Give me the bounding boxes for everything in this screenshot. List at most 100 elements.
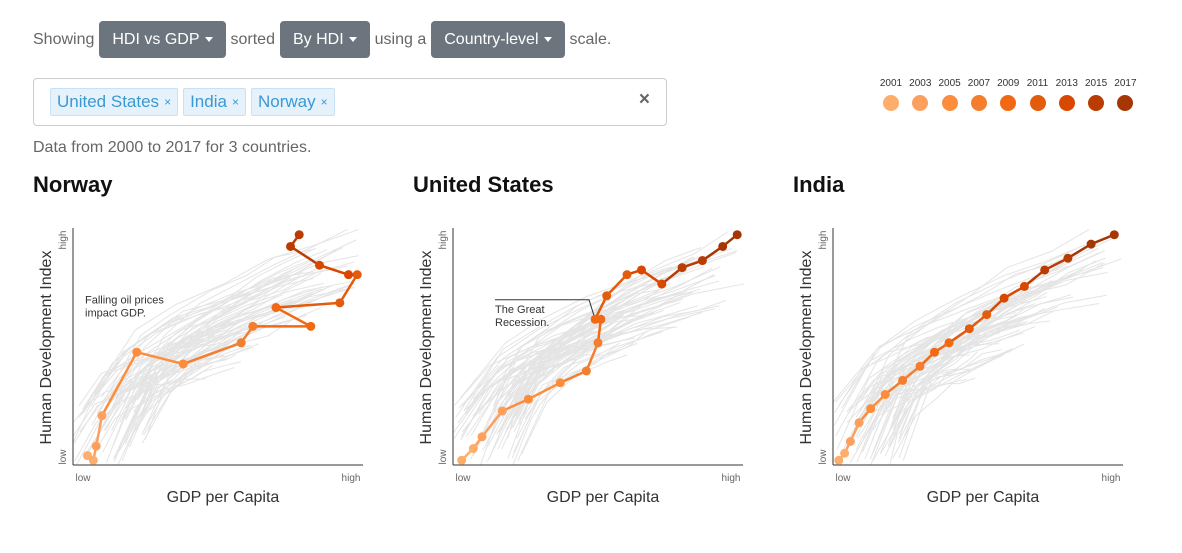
background-trajectory-line <box>494 266 673 404</box>
data-point <box>315 260 324 270</box>
data-point <box>898 375 908 385</box>
data-point <box>622 270 632 280</box>
y-tick-label-high: high <box>818 231 829 250</box>
trajectory-segment <box>289 245 321 267</box>
country-panel-india: India low high low high GDP per Capita Human … <box>793 170 1133 510</box>
country-tag: India × <box>183 88 246 116</box>
background-trajectory-line <box>516 342 621 439</box>
data-point <box>999 293 1009 303</box>
y-axis-label: Human Development Index <box>798 251 815 445</box>
background-trajectory-line <box>869 247 1099 460</box>
trajectory-segment <box>527 381 561 401</box>
background-trajectory-line <box>74 358 229 462</box>
background-trajectory-line <box>101 255 359 398</box>
sort-dropdown[interactable]: By HDI <box>279 21 370 58</box>
data-point <box>593 338 603 348</box>
background-trajectory-line <box>141 327 257 435</box>
data-point <box>840 448 850 458</box>
background-trajectory-line <box>124 229 348 409</box>
data-point <box>657 279 667 289</box>
legend-color-dot <box>970 95 987 111</box>
legend-year-label: 2005 <box>938 78 961 89</box>
y-axis-label: Human Development Index <box>418 251 435 445</box>
legend-color-dot <box>1088 95 1105 111</box>
trajectory-segment <box>94 415 104 447</box>
data-point <box>964 324 974 334</box>
background-trajectory-line <box>835 248 1076 437</box>
background-trajectory-line <box>465 283 745 437</box>
data-point <box>97 411 107 421</box>
data-point <box>880 390 890 399</box>
country-filter-input[interactable]: United States × India × Norway × × <box>33 78 667 126</box>
data-point <box>178 359 188 369</box>
background-trajectory-line <box>109 258 313 403</box>
using-label: using a <box>374 30 427 48</box>
background-trajectory-line <box>461 312 703 407</box>
data-point <box>555 378 565 388</box>
background-trajectory-line <box>482 289 660 451</box>
scale-dropdown[interactable]: Country-level <box>431 21 565 58</box>
background-trajectory-line <box>507 341 596 438</box>
annotation-text: The Great <box>495 304 545 316</box>
legend-year-label: 2003 <box>909 78 932 89</box>
data-point <box>1063 253 1073 263</box>
background-trajectory-line <box>103 248 315 403</box>
data-point <box>271 303 281 313</box>
data-point <box>497 406 507 416</box>
scale-dropdown-label: Country-level <box>444 30 539 48</box>
x-tick-label-high: high <box>1102 473 1121 484</box>
remove-tag-icon[interactable]: × <box>320 95 328 109</box>
legend-year-label: 2011 <box>1026 78 1049 89</box>
data-point <box>468 444 478 454</box>
legend-color-dot <box>1058 95 1075 111</box>
trajectory-segment <box>182 341 242 366</box>
background-trajectory-line <box>134 287 327 431</box>
background-trajectory-line <box>91 299 293 449</box>
data-point <box>306 321 316 331</box>
background-trajectory-line <box>488 346 597 430</box>
y-axis-label: Human Development Index <box>38 251 55 445</box>
x-tick-label-high: high <box>722 473 741 484</box>
background-trajectory-line <box>135 239 357 431</box>
clear-all-icon[interactable]: × <box>638 89 650 110</box>
remove-tag-icon[interactable]: × <box>164 95 172 109</box>
background-trajectory-line <box>892 348 1016 459</box>
metric-dropdown[interactable]: HDI vs GDP <box>99 21 226 58</box>
legend-item: 2017 <box>1110 78 1140 111</box>
panel-title: Norway <box>33 172 113 197</box>
remove-tag-icon[interactable]: × <box>231 95 239 109</box>
y-tick-label-low: low <box>818 449 829 465</box>
background-trajectory-line <box>90 229 359 399</box>
data-point <box>248 321 258 331</box>
background-trajectory-line <box>517 267 713 462</box>
trajectory-segment <box>559 369 587 384</box>
trajectory-segment <box>501 398 529 413</box>
background-trajectory-line <box>899 351 978 435</box>
panel-title: United States <box>413 172 554 197</box>
background-trajectory-line <box>125 346 228 420</box>
data-point <box>1109 230 1119 240</box>
data-point <box>834 455 844 465</box>
x-tick-label-high: high <box>342 473 361 484</box>
data-point <box>91 441 101 451</box>
caret-down-icon <box>348 37 357 42</box>
scatter-chart-united-states: low high low high GDP per Capita Human Develo… <box>418 228 745 506</box>
background-trajectory-line <box>889 348 965 465</box>
scale-label: scale. <box>569 30 612 48</box>
data-point <box>286 241 295 251</box>
background-trajectory-line <box>486 290 688 448</box>
data-point <box>866 404 876 414</box>
background-trajectory-line <box>513 314 647 433</box>
background-trajectory-line <box>855 320 1009 418</box>
legend-color-dot <box>912 95 929 111</box>
background-trajectory-line <box>876 249 1082 400</box>
scatter-chart-norway: low high low high GDP per Capita Human Develo… <box>38 228 363 506</box>
background-trajectory-line <box>460 308 635 441</box>
legend-item: 2009 <box>993 78 1023 111</box>
background-trajectory-line <box>470 291 683 436</box>
sorted-label: sorted <box>230 30 275 48</box>
data-point <box>602 291 612 301</box>
legend-year-label: 2015 <box>1084 78 1108 89</box>
background-trajectories <box>453 231 745 465</box>
background-trajectory-line <box>95 367 235 452</box>
